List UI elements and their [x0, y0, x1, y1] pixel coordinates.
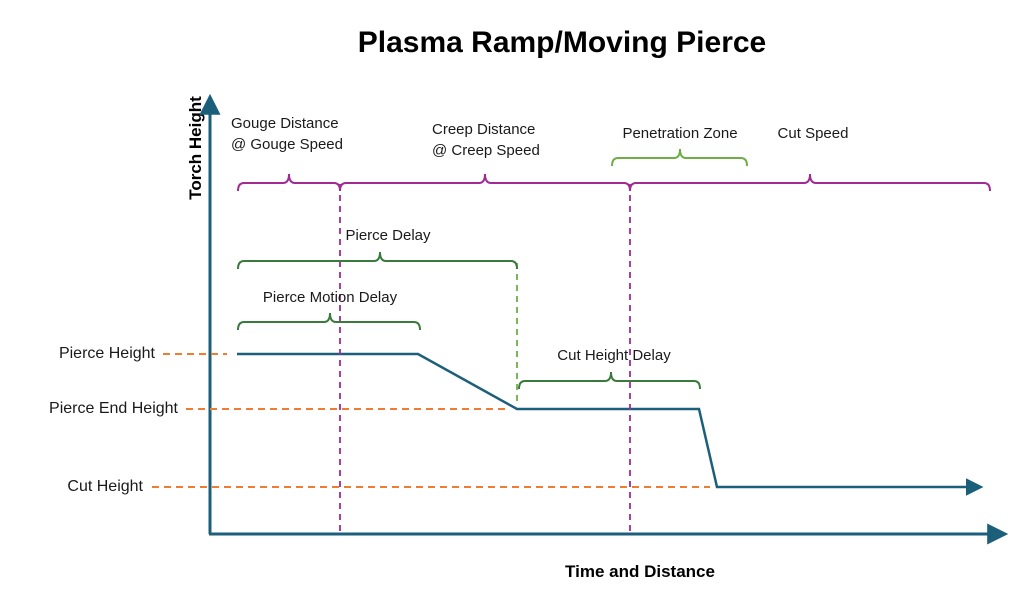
creep-distance-label-line2: @ Creep Speed [432, 142, 540, 159]
creep-distance-label: Creep Distance @ Creep Speed [432, 119, 540, 161]
gouge-distance-label-line2: @ Gouge Speed [231, 136, 343, 153]
creep-distance-label-line1: Creep Distance [432, 121, 536, 138]
cut-height-delay-label: Cut Height Delay [557, 347, 671, 364]
pierce-motion-delay-brace [237, 312, 421, 331]
torch-height-curve [237, 352, 984, 496]
diagram-title: Plasma Ramp/Moving Pierce [357, 26, 767, 59]
cut-speed-label: Cut Speed [777, 125, 849, 142]
pierce-height-label: Pierce Height [58, 345, 155, 362]
cut-height-label: Cut Height [67, 478, 143, 495]
penetration-zone-label: Penetration Zone [622, 125, 738, 142]
pierce-delay-brace [237, 251, 518, 270]
cut-speed-brace [629, 173, 991, 192]
penetration-zone-brace [611, 148, 748, 167]
gouge-distance-label: Gouge Distance @ Gouge Speed [231, 113, 343, 155]
creep-distance-brace [339, 173, 631, 192]
gouge-distance-label-line1: Gouge Distance [231, 115, 339, 132]
pierce-end-height-label: Pierce End Height [49, 400, 178, 417]
cut-height-delay-brace [518, 371, 701, 390]
gouge-distance-brace [237, 173, 341, 192]
x-axis-label: Time and Distance [565, 562, 715, 581]
pierce-delay-label: Pierce Delay [345, 227, 431, 244]
pierce-motion-delay-label: Pierce Motion Delay [262, 289, 398, 306]
